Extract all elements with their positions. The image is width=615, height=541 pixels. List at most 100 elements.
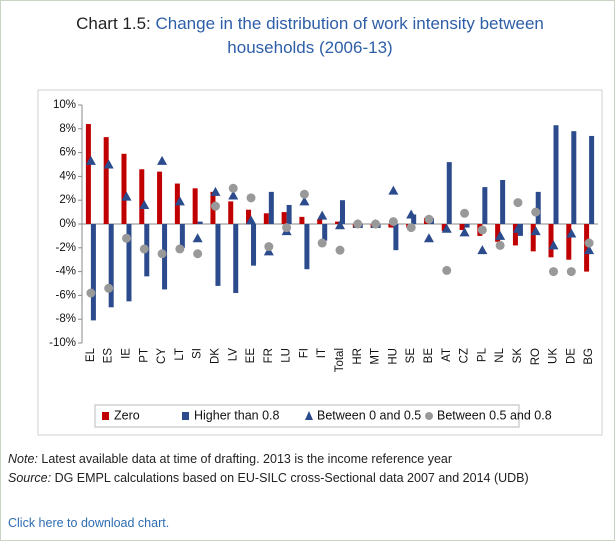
bar xyxy=(103,137,109,224)
triangle-marker xyxy=(388,185,399,195)
x-tick-label: SK xyxy=(512,348,524,364)
bar xyxy=(286,204,292,224)
bar xyxy=(192,188,198,224)
bar xyxy=(571,131,577,224)
circle-marker xyxy=(317,238,327,248)
triangle-marker xyxy=(299,196,310,206)
download: Click here to download chart. xyxy=(8,514,608,532)
x-tick-label: CY xyxy=(156,348,168,364)
y-tick-label: -6% xyxy=(56,289,76,301)
note-label: Note: xyxy=(8,452,38,466)
y-tick-label: 0% xyxy=(59,218,76,230)
bar xyxy=(495,224,501,242)
circle-marker xyxy=(353,219,363,229)
x-tick-label: PT xyxy=(138,348,150,363)
bar xyxy=(393,224,399,251)
triangle-marker xyxy=(566,228,577,238)
circle-marker xyxy=(121,233,131,243)
triangle-marker xyxy=(459,227,470,237)
x-tick-label: DE xyxy=(565,348,577,364)
triangle-marker xyxy=(210,186,221,196)
triangle-marker xyxy=(512,223,523,233)
legend-box xyxy=(94,404,520,428)
x-tick-label: NL xyxy=(494,347,506,362)
bar xyxy=(121,153,127,224)
triangle-marker xyxy=(423,233,434,243)
y-tick-label: -4% xyxy=(56,266,76,278)
legend-label: Between 0 and 0.5 xyxy=(317,408,421,422)
bar xyxy=(85,124,91,224)
legend-swatch xyxy=(305,411,313,420)
x-tick-label: CZ xyxy=(459,348,471,363)
triangle-marker xyxy=(103,159,114,169)
x-tick-label: HU xyxy=(387,348,399,365)
triangle-marker xyxy=(548,240,559,250)
x-tick-label: FR xyxy=(263,348,275,363)
x-tick-label: BG xyxy=(583,348,595,365)
circle-marker xyxy=(335,245,345,255)
x-tick-label: IT xyxy=(316,348,328,358)
legend-swatch xyxy=(425,412,433,420)
y-tick-label: -10% xyxy=(49,337,76,349)
bar xyxy=(411,214,417,224)
triangle-marker xyxy=(584,245,595,255)
y-tick-label: 10% xyxy=(53,99,76,111)
circle-marker xyxy=(388,217,398,227)
x-tick-label: EL xyxy=(85,347,97,362)
x-tick-label: EE xyxy=(245,348,257,364)
source-text: DG EMPL calculations based on EU-SILC cr… xyxy=(54,471,529,485)
circle-marker xyxy=(566,267,576,277)
x-tick-label: SE xyxy=(405,348,417,364)
bar xyxy=(589,135,595,224)
bar xyxy=(535,191,541,224)
circle-marker xyxy=(442,265,452,275)
circle-marker xyxy=(460,208,470,218)
circle-marker xyxy=(584,238,594,248)
bar xyxy=(584,224,590,272)
x-tick-label: BE xyxy=(423,348,435,364)
legend-label: Higher than 0.8 xyxy=(194,408,280,422)
circle-marker xyxy=(371,219,381,229)
bar xyxy=(197,221,203,224)
note-text: Latest available data at time of draftin… xyxy=(41,452,453,466)
chart-title: Change in the distribution of work inten… xyxy=(155,14,544,57)
triangle-marker xyxy=(157,155,168,165)
triangle-marker xyxy=(495,230,506,240)
bar xyxy=(126,224,132,302)
bar xyxy=(108,224,114,308)
y-tick-label: 8% xyxy=(59,123,76,135)
circle-marker xyxy=(157,249,167,259)
y-tick-label: 4% xyxy=(59,170,76,182)
bar xyxy=(340,200,345,224)
download-link[interactable]: Click here to download chart. xyxy=(8,516,170,530)
x-tick-label: AT xyxy=(441,348,453,362)
bar xyxy=(281,212,287,224)
bar xyxy=(251,224,257,266)
triangle-marker xyxy=(85,155,96,165)
plot-border xyxy=(37,89,603,436)
bar xyxy=(500,179,506,224)
triangle-marker xyxy=(228,190,239,200)
bar xyxy=(139,169,145,224)
x-tick-label: DK xyxy=(209,348,221,364)
x-tick-label: LV xyxy=(227,348,239,362)
legend-label: Zero xyxy=(114,408,140,422)
chart-label: Chart 1.5: xyxy=(76,14,151,33)
bar xyxy=(441,224,447,232)
circle-marker xyxy=(228,183,238,193)
x-tick-label: ES xyxy=(103,348,115,364)
bar xyxy=(90,224,96,321)
legend-swatch xyxy=(102,412,109,420)
x-tick-label: HR xyxy=(352,348,364,365)
x-tick-label: MT xyxy=(370,348,382,365)
triangle-marker xyxy=(441,223,452,233)
x-tick-label: UK xyxy=(548,348,560,364)
bar xyxy=(317,219,323,224)
x-tick-label: IE xyxy=(121,348,133,359)
circle-marker xyxy=(282,223,292,233)
bar xyxy=(246,209,252,224)
circle-marker xyxy=(549,267,559,277)
bar xyxy=(157,171,163,224)
circle-marker xyxy=(193,249,203,259)
